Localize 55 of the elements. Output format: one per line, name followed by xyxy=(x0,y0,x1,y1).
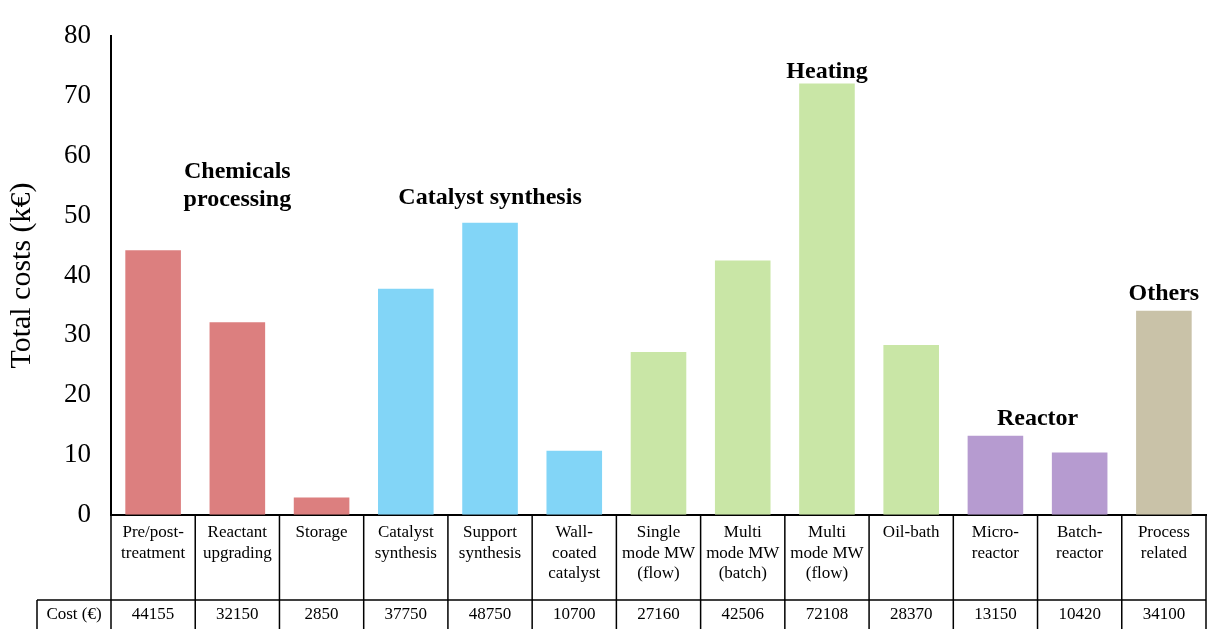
bar xyxy=(630,352,687,515)
annotation: Others xyxy=(1128,278,1200,305)
annotation: Catalyst synthesis xyxy=(398,182,582,209)
x-tick-label: Micro-reactor xyxy=(971,522,1020,562)
x-tick-label: Batch-reactor xyxy=(1056,522,1104,562)
y-tick-label: 20 xyxy=(64,378,91,409)
x-tick-label: Catalyst synthesis xyxy=(374,522,437,562)
x-tick-label: Reactant upgrading xyxy=(202,522,273,562)
text: 10700 xyxy=(553,603,596,623)
x-tick-label: Oil-bath xyxy=(882,522,941,542)
annotation: Heating xyxy=(786,57,868,84)
x-tick-label: Multi mode MW (batch) xyxy=(706,522,781,583)
bar xyxy=(462,222,518,515)
text: 27160 xyxy=(637,603,680,623)
y-tick-label: 50 xyxy=(64,198,91,229)
bar xyxy=(293,497,350,515)
y-tick-label: 60 xyxy=(64,138,91,169)
text: 13150 xyxy=(974,603,1017,623)
bar xyxy=(1051,452,1108,515)
text: 72108 xyxy=(805,603,849,623)
text: 28370 xyxy=(889,603,933,623)
x-tick-label: Multi mode MW (flow) xyxy=(790,522,865,583)
text: Cost (€) xyxy=(46,603,102,623)
y-tick-label: 80 xyxy=(64,19,91,50)
y-axis-title: Total costs (k€) xyxy=(2,182,37,369)
text: 34100 xyxy=(1142,603,1186,623)
bar xyxy=(1136,310,1192,515)
annotation: Reactor xyxy=(996,404,1079,431)
x-tick-label: Process related xyxy=(1137,522,1190,562)
bar xyxy=(209,322,266,515)
y-tick-label: 70 xyxy=(64,79,91,110)
bar xyxy=(967,435,1024,515)
text: 10420 xyxy=(1058,603,1101,623)
bar xyxy=(378,288,434,515)
x-tick-label: Single mode MW (flow) xyxy=(621,522,697,583)
x-tick-label: Support synthesis xyxy=(458,522,522,562)
y-tick-label: 10 xyxy=(64,438,91,469)
x-tick-label: Pre/post-treatment xyxy=(121,522,186,562)
text: 42506 xyxy=(721,603,764,623)
x-tick-label: Wall-coated catalyst xyxy=(548,522,601,583)
text: 32150 xyxy=(216,603,259,623)
y-tick-label: 30 xyxy=(64,318,91,349)
text: 37750 xyxy=(384,603,428,623)
text: 44155 xyxy=(131,603,175,623)
bar xyxy=(714,260,771,515)
text: 2850 xyxy=(304,603,339,623)
x-tick-label: Storage xyxy=(295,522,348,542)
text: 48750 xyxy=(468,603,512,623)
bar xyxy=(799,83,855,515)
bar xyxy=(546,450,603,515)
bar xyxy=(883,344,939,515)
y-tick-label: 40 xyxy=(64,258,91,289)
y-tick-label: 0 xyxy=(77,497,91,528)
bar xyxy=(125,250,181,515)
annotation: Chemicals processing xyxy=(183,156,292,211)
